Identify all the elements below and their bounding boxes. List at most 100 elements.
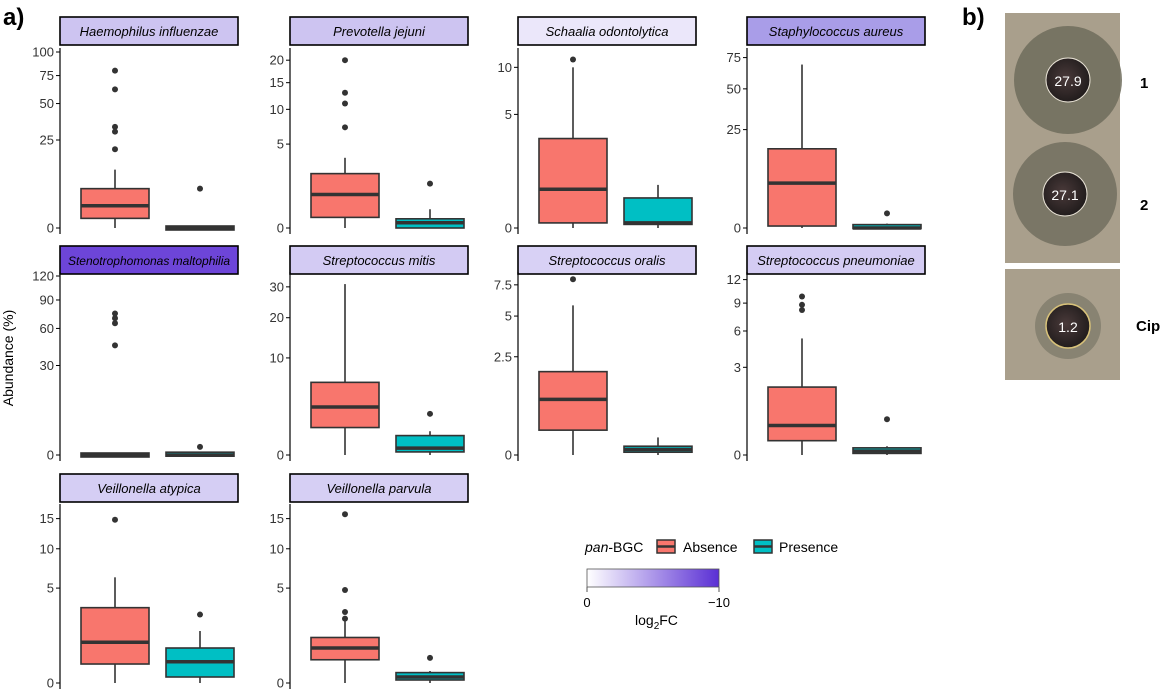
y-axis-label: Abundance (%) (0, 310, 16, 407)
facet-panel: Streptococcus oralis 0 2.5 5 7.5 (494, 245, 697, 463)
box-presence (395, 410, 465, 455)
panel-a-label: a) (3, 4, 24, 31)
y-tick-label: 0 (47, 221, 54, 236)
legend-presence-label: Presence (779, 539, 838, 555)
y-tick-label: 2.5 (494, 349, 512, 364)
plate-label-cip: Cip (1136, 318, 1160, 335)
box-presence (623, 184, 693, 228)
panel-b-label: b) (962, 4, 985, 31)
outlier-point (342, 100, 348, 107)
box-iqr (767, 148, 837, 227)
outlier-point (112, 320, 118, 327)
facet-title: Haemophilus influenzae (80, 24, 219, 39)
facet-title: Streptococcus oralis (548, 253, 666, 268)
box-presence (395, 654, 465, 683)
box-presence (165, 443, 235, 457)
zone-value-cip: 1.2 (1058, 319, 1078, 335)
outlier-point (884, 416, 890, 423)
facet-panel: Veillonella parvula 0 5 10 15 (270, 473, 469, 691)
box-absence (538, 276, 608, 455)
y-tick-label: 0 (734, 221, 741, 236)
y-tick-label: 0 (47, 448, 54, 463)
facet-strip (746, 16, 926, 46)
legend: pan-BGC Absence Presence 0 −10 log2FC (583, 539, 838, 632)
y-tick-label: 25 (727, 122, 741, 137)
box-iqr (80, 187, 150, 220)
facet-strip (59, 245, 239, 275)
y-tick-label: 75 (40, 68, 54, 83)
y-tick-label: 0 (505, 221, 512, 236)
plate-label-2: 2 (1140, 197, 1148, 214)
facet-title: Veillonella parvula (326, 481, 431, 496)
box-presence (395, 180, 465, 229)
y-tick-label: 15 (270, 75, 284, 90)
outlier-point (342, 511, 348, 518)
outlier-point (427, 654, 433, 661)
box-absence (310, 57, 380, 228)
colorbar-title-tail: FC (659, 612, 678, 628)
outlier-point (342, 587, 348, 594)
panel-b-plates: 27.9 27.1 1.2 1 2 Cip (1005, 13, 1160, 380)
box-iqr (623, 197, 693, 226)
y-tick-label: 0 (47, 676, 54, 691)
facet-title: Prevotella jejuni (333, 24, 426, 39)
y-tick-label: 75 (727, 50, 741, 65)
y-tick-label: 20 (270, 53, 284, 68)
outlier-point (342, 124, 348, 131)
y-tick-label: 90 (40, 292, 54, 307)
facet-strip (59, 16, 239, 46)
y-tick-label: 0 (734, 448, 741, 463)
facet-title: Streptococcus mitis (323, 253, 436, 268)
facet-title: Schaalia odontolytica (546, 24, 669, 39)
box-iqr (310, 381, 380, 429)
box-presence (852, 210, 922, 230)
box-absence (767, 64, 837, 228)
outlier-point (112, 342, 118, 349)
outlier-point (884, 210, 890, 217)
y-tick-label: 50 (40, 96, 54, 111)
colorbar-max-label: −10 (708, 595, 730, 610)
colorbar-title-sub: 2 (654, 621, 660, 632)
plate-label-1: 1 (1140, 75, 1148, 92)
facet-strip (59, 473, 239, 503)
outlier-point (112, 123, 118, 130)
y-tick-label: 100 (32, 45, 54, 60)
well-1 (1045, 57, 1091, 103)
outlier-point (112, 128, 118, 135)
box-presence (165, 185, 235, 231)
outlier-point (342, 615, 348, 622)
log2fc-colorbar (586, 568, 720, 588)
y-tick-label: 9 (734, 296, 741, 311)
legend-title: pan-BGC (584, 539, 643, 555)
facet-title: Streptococcus pneumoniae (757, 253, 915, 268)
y-tick-label: 3 (734, 360, 741, 375)
legend-key-absence (656, 539, 676, 554)
facet-panel: Streptococcus pneumoniae 0 3 6 9 12 (727, 245, 926, 463)
y-tick-label: 0 (277, 221, 284, 236)
outlier-point (799, 293, 805, 300)
colorbar-title: log2FC (635, 612, 678, 632)
facet-panel: Stenotrophomonas maltophilia 0 30 60 90 120 (32, 245, 239, 463)
y-tick-label: 50 (727, 81, 741, 96)
box-absence (310, 284, 380, 455)
y-tick-label: 5 (505, 107, 512, 122)
y-tick-label: 10 (270, 102, 284, 117)
box-absence (538, 56, 608, 228)
outlier-point (197, 443, 203, 450)
zone-value-1: 27.9 (1054, 73, 1081, 89)
y-tick-label: 30 (270, 279, 284, 294)
colorbar-min-label: 0 (583, 595, 590, 610)
outlier-point (427, 180, 433, 187)
y-tick-label: 10 (40, 541, 54, 556)
facet-strip (517, 245, 697, 275)
legend-key-presence (753, 539, 773, 554)
facet-panel: Streptococcus mitis 0 10 20 30 (270, 245, 469, 463)
legend-title-italic: pan (584, 539, 609, 555)
box-absence (80, 516, 150, 683)
outlier-point (112, 146, 118, 153)
facet-title: Veillonella atypica (97, 481, 201, 496)
outlier-point (342, 608, 348, 615)
outlier-point (112, 86, 118, 93)
box-iqr (80, 606, 150, 665)
